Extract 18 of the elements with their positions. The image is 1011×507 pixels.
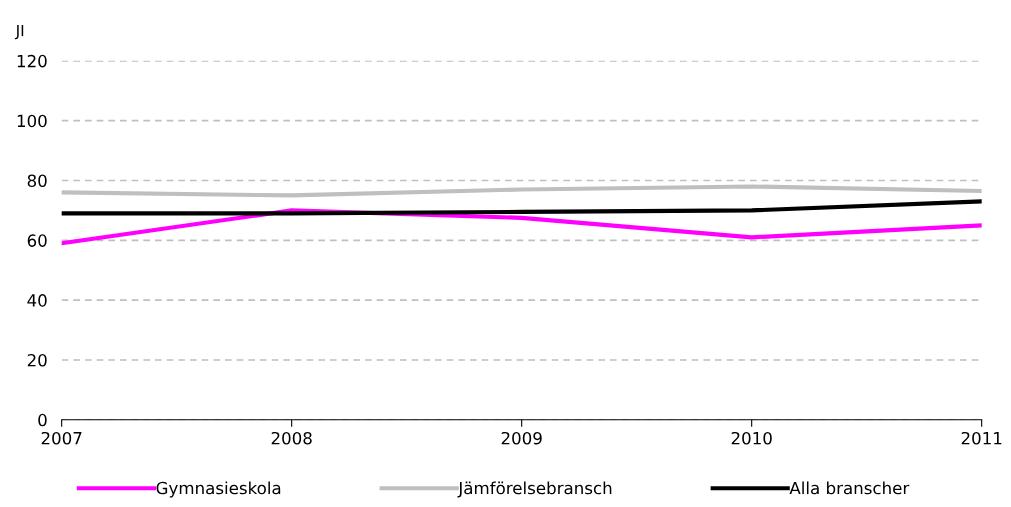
x-tick-label: 2010 xyxy=(731,431,772,445)
y-tick-label: 80 xyxy=(27,174,47,188)
y-tick-label: 100 xyxy=(17,114,47,128)
x-tick-label: 2007 xyxy=(41,431,82,445)
x-tick-label: 2008 xyxy=(271,431,312,445)
y-tick-label: 120 xyxy=(17,54,47,68)
x-tick-label: 2011 xyxy=(961,431,1002,445)
y-tick-label: 0 xyxy=(38,413,47,427)
legend-label: Jämförelsebransch xyxy=(457,481,612,498)
y-tick-label: 40 xyxy=(27,294,47,307)
y-tick-label: 60 xyxy=(27,234,47,247)
y-tick-label: 20 xyxy=(27,353,47,367)
x-tick-label: 2009 xyxy=(501,431,542,445)
line-series xyxy=(61,199,982,216)
legend-label: Gymnasieskola xyxy=(156,481,281,498)
legend-label: Alla branscher xyxy=(789,481,910,495)
y-axis-title: JI xyxy=(14,24,24,40)
line-series xyxy=(61,184,982,198)
